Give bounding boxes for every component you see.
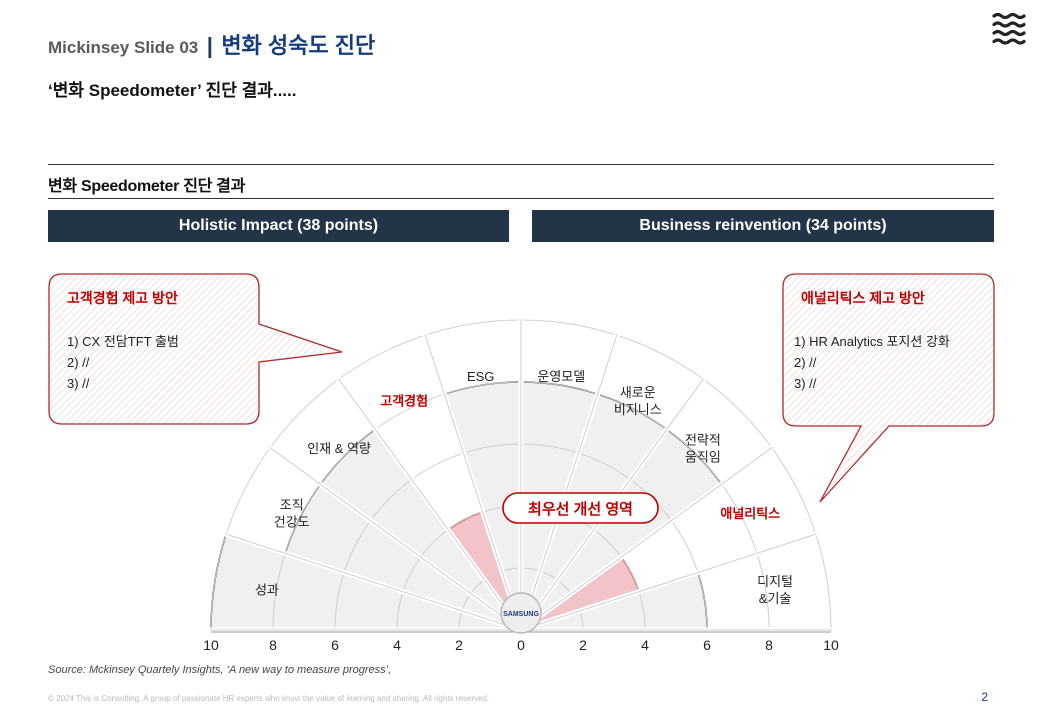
segment-fill bbox=[285, 485, 521, 630]
callout-right-title: 애널리틱스 제고 방안 bbox=[801, 290, 925, 306]
x-tick-label: 2 bbox=[579, 637, 587, 653]
x-tick-label: 10 bbox=[203, 637, 219, 653]
divider-bottom bbox=[48, 198, 994, 199]
segment-label: 비지니스 bbox=[614, 402, 662, 417]
segment-label: 움직임 bbox=[685, 450, 721, 465]
spoke-outline bbox=[520, 334, 618, 631]
page-number: 2 bbox=[981, 690, 988, 704]
callout-left-item: 3) // bbox=[67, 376, 90, 391]
spoke-outline bbox=[337, 378, 522, 631]
segment-fill bbox=[521, 557, 639, 630]
priority-label-text: 최우선 개선 영역 bbox=[528, 500, 633, 518]
segment-label: ESG bbox=[467, 369, 494, 384]
segment-label: &기술 bbox=[759, 591, 792, 606]
priority-label: 최우선 개선 영역 bbox=[502, 492, 659, 524]
source-note: Source: Mckinsey Quartely Insights, ‘A n… bbox=[48, 664, 392, 676]
spoke-outline bbox=[424, 334, 522, 631]
spoke-outline bbox=[520, 533, 817, 631]
x-tick-label: 0 bbox=[517, 637, 525, 653]
callout-right-item: 2) // bbox=[794, 355, 817, 370]
x-tick-label: 6 bbox=[331, 637, 339, 653]
callout-right-item: 3) // bbox=[794, 376, 817, 391]
spoke-outline bbox=[269, 446, 522, 631]
divider-top bbox=[48, 164, 994, 165]
segment-fill bbox=[448, 512, 521, 630]
spoke-outline bbox=[225, 533, 522, 631]
segment-label: 운영모델 bbox=[537, 369, 585, 384]
center-badge: SAMSUNG bbox=[500, 592, 542, 634]
wave-lines-icon bbox=[992, 12, 1026, 45]
x-tick-label: 4 bbox=[641, 637, 649, 653]
right-group-bar: Business reinvention (34 points) bbox=[532, 210, 994, 242]
callout-left-item: 2) // bbox=[67, 355, 90, 370]
left-group-bar: Holistic Impact (38 points) bbox=[48, 210, 509, 242]
subtitle: ‘변화 Speedometer’ 진단 결과..... bbox=[48, 81, 297, 100]
section-title: 변화 Speedometer 진단 결과 bbox=[48, 178, 246, 195]
footer-copyright: © 2024 This is Consulting. A group of pa… bbox=[48, 694, 490, 703]
x-tick-label: 6 bbox=[703, 637, 711, 653]
samsung-logo-text: SAMSUNG bbox=[503, 611, 539, 618]
segment-label: 디지털 bbox=[757, 574, 793, 589]
segment-fill bbox=[521, 430, 721, 630]
callout-left-title: 고객경험 제고 방안 bbox=[67, 290, 178, 306]
segment-label: 애널리틱스 bbox=[720, 506, 780, 521]
x-tick-label: 8 bbox=[269, 637, 277, 653]
page-title: 변화 성숙도 진단 bbox=[221, 33, 376, 58]
x-tick-label: 2 bbox=[455, 637, 463, 653]
title-row: Mickinsey Slide 03 | 변화 성숙도 진단 bbox=[48, 28, 375, 60]
segment-label: 전략적 bbox=[685, 433, 721, 448]
callout-right-item: 1) HR Analytics 포지션 강화 bbox=[794, 334, 950, 349]
segment-label: 고객경험 bbox=[380, 394, 428, 409]
slide-label: Mickinsey Slide 03 bbox=[48, 38, 199, 57]
x-tick-label: 8 bbox=[765, 637, 773, 653]
callout-left: 고객경험 제고 방안 1) CX 전담TFT 출범 2) // 3) // bbox=[48, 273, 343, 425]
x-tick-label: 4 bbox=[393, 637, 401, 653]
segment-fill bbox=[321, 430, 521, 630]
segment-label: 건강도 bbox=[274, 515, 310, 530]
segment-label: 성과 bbox=[255, 583, 279, 598]
segment-label: 인재 & 역량 bbox=[307, 441, 371, 456]
segment-label: 조직 bbox=[280, 498, 304, 513]
segment-label: 새로운 bbox=[620, 385, 656, 400]
title-separator: | bbox=[206, 33, 213, 58]
callout-left-item: 1) CX 전담TFT 출범 bbox=[67, 334, 179, 349]
callout-right: 애널리틱스 제고 방안 1) HR Analytics 포지션 강화 2) //… bbox=[782, 273, 995, 503]
spoke-outline bbox=[520, 446, 773, 631]
x-tick-label: 10 bbox=[823, 637, 839, 653]
